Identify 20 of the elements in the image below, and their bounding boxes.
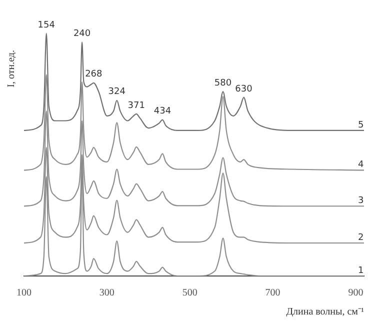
x-tick-label: 500	[182, 288, 198, 299]
x-tick-label: 300	[99, 288, 114, 299]
series-label: 3	[358, 196, 364, 206]
annotation: 268	[85, 70, 103, 80]
series-label: 1	[358, 266, 364, 276]
annotation: 154	[38, 20, 56, 30]
annotation: 434	[154, 106, 172, 117]
annotation: 371	[128, 100, 145, 111]
x-tick-label: 900	[348, 288, 364, 299]
series-label: 2	[358, 232, 364, 243]
series-label: 4	[358, 160, 364, 170]
x-tick-label: 700	[265, 288, 280, 299]
annotation: 240	[73, 28, 91, 39]
annotation: 630	[235, 84, 253, 94]
series-label: 5	[358, 120, 364, 130]
annotation: 324	[108, 87, 126, 98]
x-axis-title: Длина волны, см⁻¹	[286, 306, 364, 318]
x-tick-label: 100	[16, 288, 32, 299]
annotation: 580	[214, 78, 232, 88]
y-axis-title: I, отн.ед.	[6, 50, 17, 88]
